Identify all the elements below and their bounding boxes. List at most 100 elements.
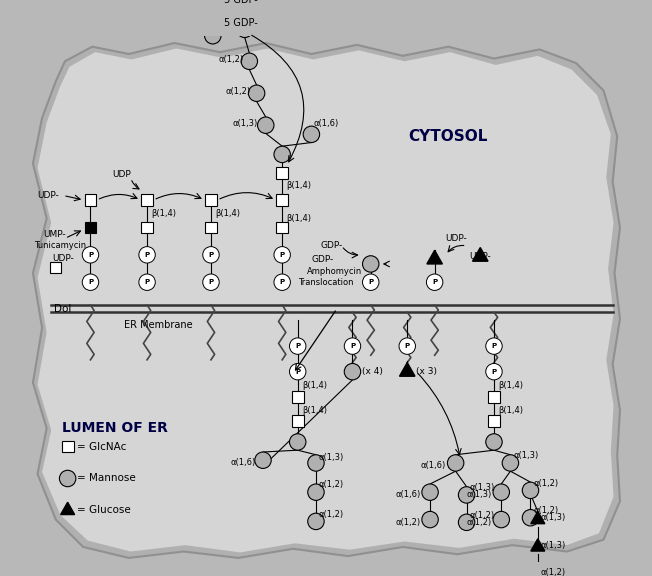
Polygon shape [531, 566, 545, 576]
Text: Dol: Dol [54, 304, 71, 314]
Circle shape [493, 484, 509, 501]
Circle shape [486, 434, 502, 450]
Text: 5 GDP-: 5 GDP- [224, 0, 258, 5]
Text: α(1,2): α(1,2) [467, 518, 492, 527]
Circle shape [289, 338, 306, 354]
Circle shape [241, 53, 258, 70]
Text: P: P [145, 252, 149, 258]
Bar [488, 415, 500, 427]
Text: P: P [368, 279, 374, 285]
Circle shape [493, 511, 509, 528]
Text: β(1,4): β(1,4) [216, 209, 241, 218]
Text: UDP-: UDP- [38, 191, 59, 200]
Circle shape [426, 274, 443, 290]
Circle shape [399, 338, 415, 354]
Bar [85, 194, 96, 206]
Text: UMP-: UMP- [43, 230, 66, 239]
Text: UDP-: UDP- [469, 252, 491, 261]
Text: β(1,4): β(1,4) [499, 406, 524, 415]
Text: UDP-: UDP- [52, 254, 74, 263]
Circle shape [274, 247, 290, 263]
Circle shape [274, 146, 290, 162]
Circle shape [205, 28, 221, 44]
Text: P: P [209, 279, 214, 285]
Polygon shape [427, 250, 443, 264]
Text: α(1,2): α(1,2) [541, 568, 566, 576]
Text: P: P [88, 279, 93, 285]
Bar [141, 194, 153, 206]
Circle shape [139, 247, 155, 263]
Bar [50, 262, 61, 273]
Text: β(1,4): β(1,4) [287, 181, 312, 190]
Bar [488, 391, 500, 403]
Text: β(1,4): β(1,4) [303, 381, 327, 390]
Text: α(1,3): α(1,3) [467, 490, 492, 499]
Circle shape [274, 274, 290, 290]
Polygon shape [531, 539, 545, 551]
Circle shape [82, 247, 98, 263]
Text: P: P [350, 343, 355, 349]
Text: = GlcNAc: = GlcNAc [77, 442, 126, 452]
Bar [291, 415, 304, 427]
Circle shape [486, 338, 502, 354]
Polygon shape [38, 48, 614, 552]
Text: α(1,2): α(1,2) [533, 506, 558, 515]
Circle shape [139, 274, 155, 290]
Text: UDP-: UDP- [445, 234, 467, 243]
Circle shape [458, 514, 475, 530]
Text: P: P [295, 343, 301, 349]
Text: UDP: UDP [112, 170, 131, 179]
Circle shape [203, 247, 219, 263]
Text: Tunicamycin: Tunicamycin [34, 241, 86, 250]
Text: P: P [145, 279, 149, 285]
Text: GDP-: GDP- [321, 241, 343, 250]
Text: β(1,4): β(1,4) [287, 214, 312, 223]
Polygon shape [531, 511, 545, 524]
Text: P: P [88, 252, 93, 258]
Bar [276, 166, 288, 179]
Circle shape [522, 510, 539, 526]
Polygon shape [33, 43, 620, 558]
Bar [276, 194, 288, 206]
Bar [291, 391, 304, 403]
Circle shape [458, 487, 475, 503]
Text: α(1,3): α(1,3) [319, 453, 344, 462]
Circle shape [289, 434, 306, 450]
Text: α(1,2): α(1,2) [319, 510, 344, 518]
Text: α(1,3): α(1,3) [541, 541, 566, 550]
Text: α(1,3): α(1,3) [513, 451, 539, 460]
Bar [205, 222, 217, 233]
Text: (x 4): (x 4) [362, 367, 383, 376]
Text: P: P [280, 279, 285, 285]
Text: α(1,3): α(1,3) [233, 119, 258, 128]
Text: = Glucose: = Glucose [77, 506, 130, 516]
Bar [62, 441, 74, 453]
Circle shape [308, 513, 324, 529]
Text: α(1,2): α(1,2) [218, 55, 243, 64]
Text: α(1,2): α(1,2) [533, 479, 558, 487]
Circle shape [289, 363, 306, 380]
Text: β(1,4): β(1,4) [152, 209, 177, 218]
Circle shape [205, 5, 221, 21]
Circle shape [502, 455, 518, 471]
Bar [276, 222, 288, 233]
Text: P: P [492, 369, 497, 374]
Text: P: P [209, 252, 214, 258]
Circle shape [308, 455, 324, 471]
Polygon shape [61, 502, 74, 514]
Text: α(1,6): α(1,6) [395, 490, 421, 499]
Text: P: P [295, 369, 301, 374]
Circle shape [363, 256, 379, 272]
Text: α(1,6): α(1,6) [421, 461, 446, 470]
Circle shape [258, 117, 274, 134]
Text: P: P [280, 252, 285, 258]
Circle shape [447, 455, 464, 471]
Circle shape [203, 274, 219, 290]
Circle shape [422, 484, 438, 501]
Text: α(1,2): α(1,2) [395, 518, 421, 527]
Text: α(1,2): α(1,2) [469, 510, 494, 520]
Text: = Mannose: = Mannose [77, 473, 136, 483]
Bar [141, 222, 153, 233]
Circle shape [363, 274, 379, 290]
Circle shape [422, 511, 438, 528]
